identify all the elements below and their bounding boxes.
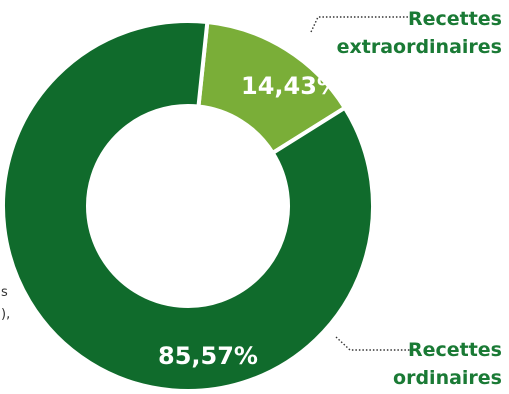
clipped-side-text-2: ),: [1, 307, 10, 322]
leader-lines: [310, 16, 410, 351]
slice-recettes-ordinaires: [1, 19, 375, 393]
legend-label-ordinaires-line1: Recettes: [408, 339, 502, 361]
leader-line-ordinaires: [335, 336, 410, 351]
legend-label-extraordinaires-line1: Recettes: [408, 8, 502, 30]
donut-slices: [1, 19, 375, 393]
slice-value-label-ordinaires: 85,57%: [158, 342, 258, 370]
legend-label-extraordinaires-line2: extraordinaires: [337, 36, 502, 58]
clipped-side-text-1: s: [1, 285, 8, 300]
legend-label-ordinaires-line2: ordinaires: [393, 367, 502, 389]
slice-value-label-extraordinaires: 14,43%: [241, 72, 341, 100]
leader-line-extraordinaires: [310, 16, 410, 33]
